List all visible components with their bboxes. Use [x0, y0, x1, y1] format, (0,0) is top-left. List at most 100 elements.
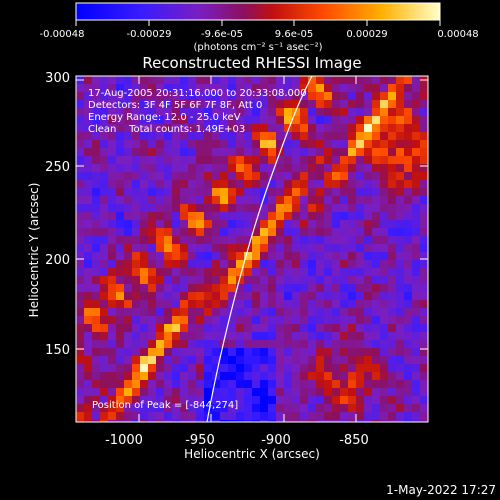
- image-pixel: [204, 76, 212, 84]
- image-pixel: [292, 372, 300, 380]
- image-pixel: [180, 260, 188, 268]
- image-pixel: [92, 172, 100, 180]
- image-pixel: [340, 156, 348, 164]
- image-pixel: [300, 172, 308, 180]
- image-pixel: [100, 348, 108, 356]
- image-pixel: [156, 84, 164, 92]
- image-pixel: [316, 348, 324, 356]
- image-pixel: [164, 268, 172, 276]
- image-pixel: [388, 228, 396, 236]
- image-pixel: [252, 212, 260, 220]
- image-pixel: [140, 156, 148, 164]
- image-pixel: [276, 252, 284, 260]
- image-pixel: [140, 380, 148, 388]
- image-pixel: [236, 324, 244, 332]
- image-pixel: [404, 76, 412, 84]
- image-pixel: [220, 404, 228, 412]
- image-pixel: [404, 148, 412, 156]
- image-pixel: [324, 140, 332, 148]
- image-pixel: [276, 388, 284, 396]
- image-pixel: [340, 204, 348, 212]
- image-pixel: [300, 132, 308, 140]
- image-pixel: [292, 244, 300, 252]
- image-pixel: [156, 260, 164, 268]
- image-pixel: [244, 388, 252, 396]
- image-pixel: [124, 236, 132, 244]
- image-pixel: [340, 212, 348, 220]
- image-pixel: [228, 228, 236, 236]
- image-pixel: [404, 356, 412, 364]
- image-pixel: [124, 124, 132, 132]
- image-pixel: [340, 380, 348, 388]
- image-pixel: [324, 396, 332, 404]
- image-pixel: [204, 124, 212, 132]
- image-pixel: [356, 252, 364, 260]
- image-pixel: [236, 356, 244, 364]
- image-pixel: [332, 100, 340, 108]
- image-pixel: [412, 372, 420, 380]
- image-pixel: [220, 300, 228, 308]
- image-pixel: [220, 308, 228, 316]
- image-pixel: [156, 316, 164, 324]
- image-pixel: [300, 140, 308, 148]
- image-pixel: [412, 348, 420, 356]
- image-pixel: [300, 412, 308, 420]
- image-pixel: [268, 348, 276, 356]
- image-pixel: [220, 204, 228, 212]
- image-pixel: [212, 244, 220, 252]
- image-pixel: [340, 164, 348, 172]
- image-pixel: [196, 220, 204, 228]
- image-pixel: [132, 244, 140, 252]
- image-pixel: [268, 228, 276, 236]
- image-pixel: [220, 396, 228, 404]
- image-pixel: [284, 156, 292, 164]
- image-pixel: [308, 268, 316, 276]
- image-pixel: [84, 188, 92, 196]
- image-pixel: [164, 348, 172, 356]
- image-pixel: [92, 276, 100, 284]
- image-pixel: [340, 308, 348, 316]
- image-pixel: [380, 148, 388, 156]
- image-pixel: [84, 252, 92, 260]
- image-pixel: [116, 84, 124, 92]
- image-pixel: [348, 388, 356, 396]
- image-pixel: [292, 324, 300, 332]
- image-pixel: [140, 324, 148, 332]
- image-pixel: [220, 92, 228, 100]
- image-pixel: [356, 124, 364, 132]
- image-pixel: [212, 204, 220, 212]
- image-pixel: [172, 324, 180, 332]
- image-pixel: [140, 140, 148, 148]
- image-pixel: [404, 348, 412, 356]
- image-pixel: [236, 244, 244, 252]
- image-pixel: [252, 140, 260, 148]
- image-pixel: [164, 76, 172, 84]
- image-pixel: [108, 340, 116, 348]
- image-pixel: [204, 100, 212, 108]
- image-pixel: [84, 348, 92, 356]
- image-pixel: [220, 412, 228, 420]
- image-pixel: [276, 132, 284, 140]
- image-pixel: [388, 380, 396, 388]
- image-pixel: [204, 268, 212, 276]
- image-pixel: [116, 236, 124, 244]
- image-pixel: [284, 380, 292, 388]
- image-pixel: [420, 172, 428, 180]
- image-pixel: [140, 188, 148, 196]
- image-pixel: [228, 308, 236, 316]
- image-pixel: [396, 172, 404, 180]
- image-pixel: [156, 188, 164, 196]
- image-pixel: [196, 396, 204, 404]
- image-pixel: [252, 404, 260, 412]
- image-pixel: [236, 124, 244, 132]
- image-pixel: [340, 148, 348, 156]
- image-pixel: [308, 116, 316, 124]
- image-pixel: [172, 420, 180, 422]
- x-tick-label: -850: [339, 433, 369, 448]
- image-pixel: [260, 156, 268, 164]
- image-pixel: [348, 284, 356, 292]
- image-pixel: [108, 260, 116, 268]
- image-pixel: [284, 308, 292, 316]
- image-pixel: [164, 196, 172, 204]
- image-pixel: [148, 244, 156, 252]
